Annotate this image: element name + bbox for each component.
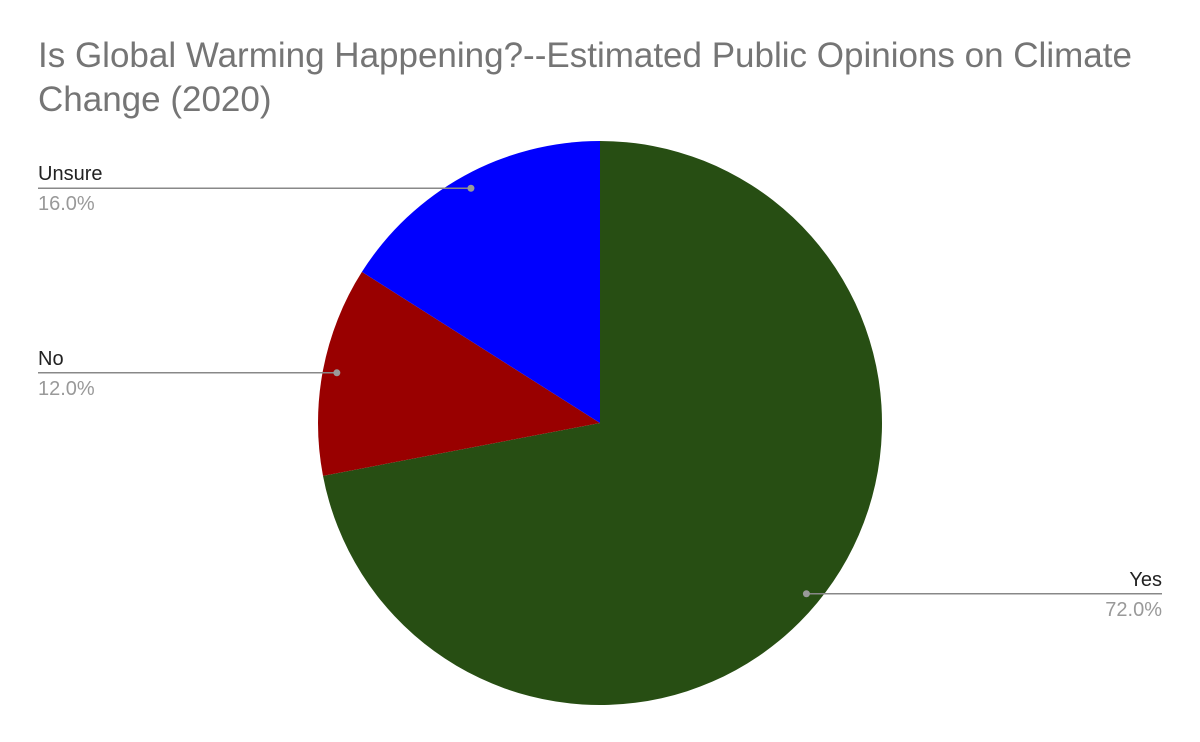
pie-slice xyxy=(317,271,600,476)
slice-value-label: 12.0% xyxy=(38,378,95,400)
slice-value-label: 16.0% xyxy=(38,193,95,215)
slice-value-label: 72.0% xyxy=(1105,599,1162,621)
chart-title: Is Global Warming Happening?--Estimated … xyxy=(38,36,1132,119)
leader-dot xyxy=(333,369,341,377)
pie-slice xyxy=(361,141,600,423)
pie-slice xyxy=(322,141,882,706)
slice-label: Unsure xyxy=(38,163,102,185)
slice-label: No xyxy=(38,348,64,370)
leader-dot xyxy=(802,590,810,598)
leader-dot xyxy=(467,184,475,192)
slice-label: Yes xyxy=(1129,569,1162,591)
